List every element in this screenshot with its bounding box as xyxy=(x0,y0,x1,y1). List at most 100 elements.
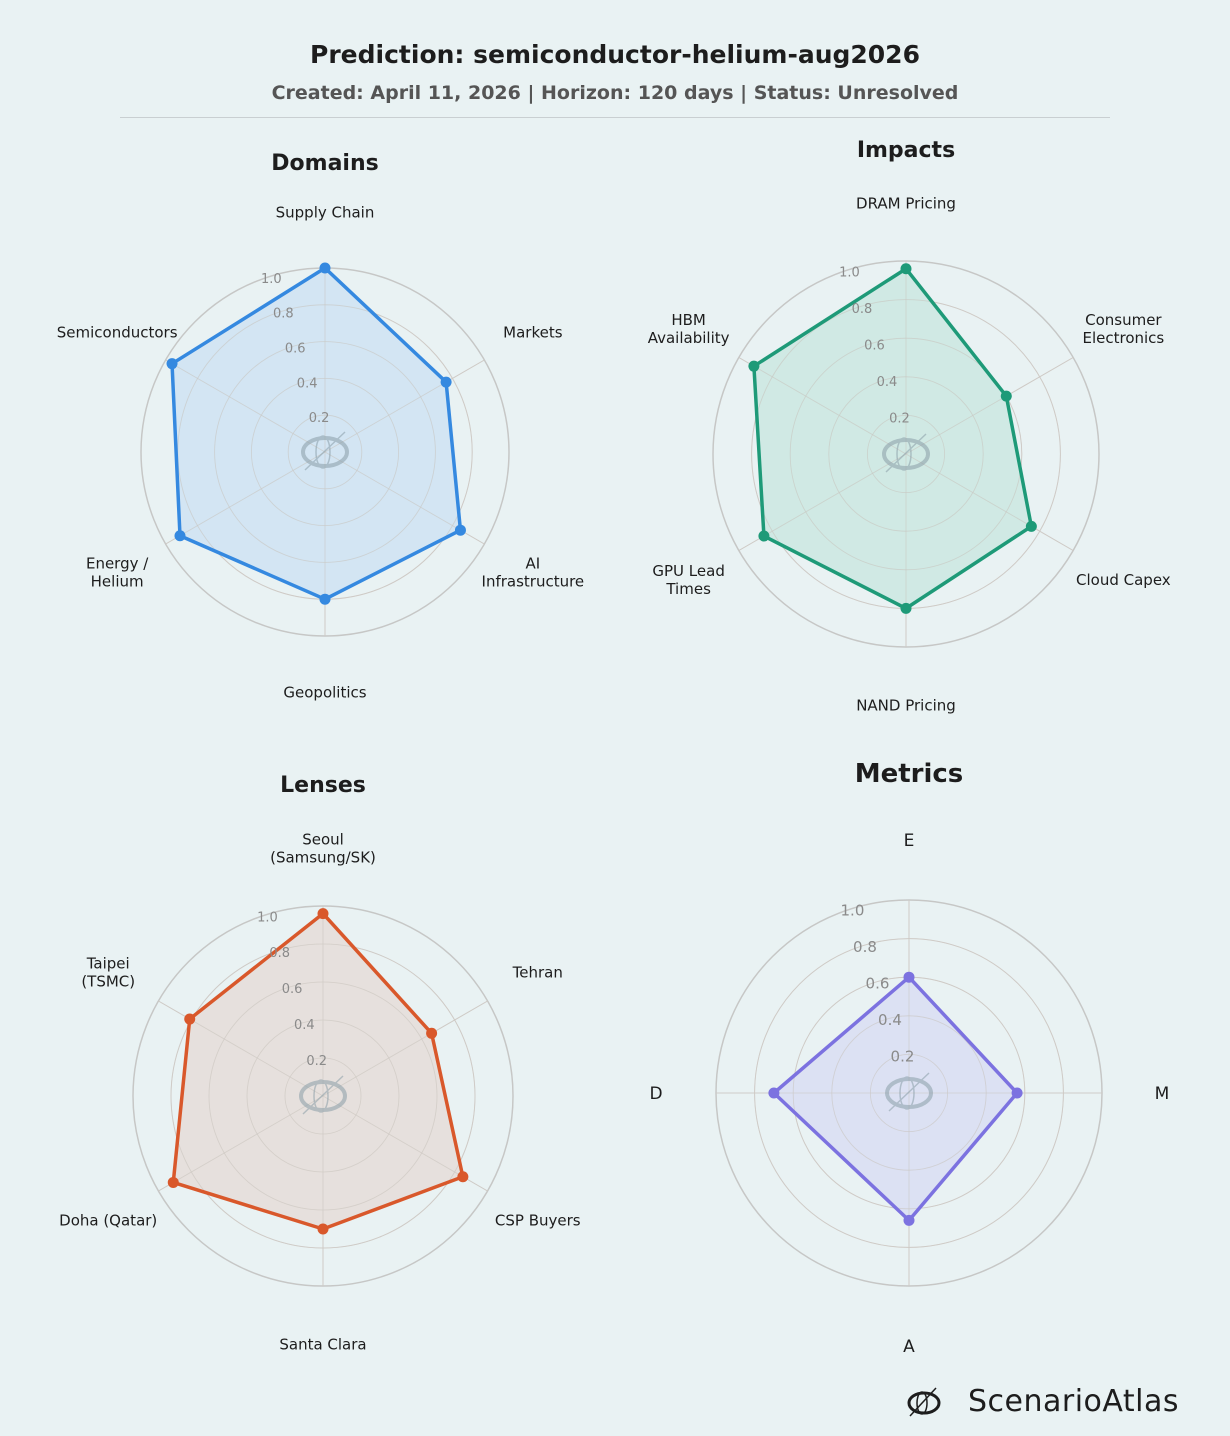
category-label: Supply Chain xyxy=(276,203,375,221)
watermark-slash xyxy=(885,433,927,473)
chart-title: Lenses xyxy=(280,773,366,798)
category-label-line: D xyxy=(649,1084,662,1104)
data-point xyxy=(174,530,186,542)
page-subtitle: Created: April 11, 2026 | Horizon: 120 d… xyxy=(271,82,959,104)
page-title: Prediction: semiconductor-helium-aug2026 xyxy=(310,40,920,69)
category-label-line: Markets xyxy=(503,323,563,341)
category-label-line: GPU Lead xyxy=(652,562,724,580)
chart-title: Impacts xyxy=(857,138,955,163)
category-label-line: Infrastructure xyxy=(482,572,585,590)
category-label: NAND Pricing xyxy=(856,696,956,714)
category-label: E xyxy=(904,831,915,851)
r-tick-label: 0.8 xyxy=(273,307,294,322)
category-label: Energy / Helium xyxy=(86,554,149,590)
category-label: Markets xyxy=(503,323,563,341)
r-tick-label: 0.8 xyxy=(852,302,873,317)
r-tick-label: 0.2 xyxy=(309,411,330,426)
category-label-line: Electronics xyxy=(1082,329,1164,347)
category-label-line: CSP Buyers xyxy=(495,1211,581,1229)
category-label-line: (Samsung/SK) xyxy=(270,848,376,866)
category-label: HBM Availability xyxy=(648,311,730,347)
r-tick-label: 0.4 xyxy=(877,375,898,390)
data-point xyxy=(900,263,912,275)
r-tick-label: 0.6 xyxy=(864,338,885,353)
category-label: DRAM Pricing xyxy=(856,194,956,212)
radar-domains: 0.2 0.4 0.6 0.8 1.0 Supply Chain Markets AI Infr… xyxy=(57,151,584,701)
r-tick-label: 1.0 xyxy=(261,272,282,287)
r-tick-label: 0.6 xyxy=(285,342,306,357)
series-area xyxy=(172,268,461,600)
category-label-line: Doha (Qatar) xyxy=(59,1211,157,1229)
category-label: Taipei (TSMC) xyxy=(81,954,135,990)
category-label-line: Cloud Capex xyxy=(1076,571,1171,589)
chart-title: Domains xyxy=(271,151,378,176)
category-label-line: M xyxy=(1155,1084,1170,1104)
radar-metrics: 0.2 0.4 0.6 0.8 1.0 E M A D Metrics xyxy=(649,759,1169,1357)
category-label-line: E xyxy=(904,831,915,851)
r-tick-label: 0.4 xyxy=(297,376,318,391)
category-label-line: NAND Pricing xyxy=(856,696,956,714)
data-point xyxy=(426,1027,438,1039)
watermark-slash xyxy=(888,1072,930,1112)
category-label-line: Tehran xyxy=(512,963,563,981)
watermark-ring xyxy=(882,438,930,470)
category-label: CSP Buyers xyxy=(495,1211,581,1229)
watermark-inner xyxy=(315,435,331,469)
category-label: Tehran xyxy=(512,963,563,981)
category-label-line: Seoul xyxy=(302,830,344,848)
watermark-ring xyxy=(301,436,349,468)
axis-spoke-overlay xyxy=(905,357,1074,455)
watermark-slash xyxy=(304,431,346,471)
data-point xyxy=(758,530,770,542)
data-point xyxy=(900,602,912,614)
axis-spoke-overlay xyxy=(324,359,485,453)
data-point xyxy=(1011,1087,1023,1099)
category-label-line: HBM xyxy=(671,311,706,329)
category-label: M xyxy=(1155,1084,1170,1104)
data-point xyxy=(440,376,452,388)
category-label: Geopolitics xyxy=(283,683,366,701)
brand-name: ScenarioAtlas xyxy=(968,1384,1180,1419)
series-area xyxy=(773,977,1018,1221)
watermark-inner xyxy=(896,437,912,471)
r-tick-label: 0.2 xyxy=(889,411,910,426)
r-tick-label: 0.4 xyxy=(878,1011,902,1029)
atlas-logo-icon xyxy=(907,1386,941,1417)
chart-title: Metrics xyxy=(855,759,964,789)
center-logo-watermark xyxy=(885,1072,933,1112)
data-point xyxy=(166,358,178,370)
category-label: D xyxy=(649,1084,662,1104)
category-label-line: Availability xyxy=(648,329,730,347)
r-tick-label: 0.6 xyxy=(866,974,890,992)
data-point xyxy=(1025,520,1037,532)
r-tick-label: 1.0 xyxy=(841,901,865,919)
center-logo-watermark xyxy=(301,431,349,471)
category-label: Semiconductors xyxy=(57,323,178,341)
category-label-line: Semiconductors xyxy=(57,323,178,341)
category-label: Doha (Qatar) xyxy=(59,1211,157,1229)
category-label-line: Energy / xyxy=(86,554,149,572)
category-label-line: Times xyxy=(665,580,711,598)
divider xyxy=(120,117,1110,118)
data-point xyxy=(319,262,331,274)
category-label-line: Taipei xyxy=(86,954,130,972)
data-point xyxy=(457,1171,469,1183)
category-label-line: Geopolitics xyxy=(283,683,366,701)
category-label: Seoul (Samsung/SK) xyxy=(270,830,376,866)
data-point xyxy=(317,1223,329,1235)
category-label: Santa Clara xyxy=(279,1335,366,1353)
category-label: Cloud Capex xyxy=(1076,571,1171,589)
axis-spoke-overlay xyxy=(738,357,907,455)
category-label-line: Consumer xyxy=(1085,311,1162,329)
category-label-line: Supply Chain xyxy=(276,203,375,221)
category-label-line: AI xyxy=(526,554,541,572)
category-label-line: Helium xyxy=(91,572,144,590)
category-label: Consumer Electronics xyxy=(1082,311,1164,347)
watermark-slash xyxy=(302,1075,344,1115)
radar-impacts: 0.2 0.4 0.6 0.8 1.0 DRAM Pricing Consumer Elect… xyxy=(648,138,1171,714)
r-tick-label: 0.8 xyxy=(853,938,877,956)
watermark-ring xyxy=(299,1080,347,1112)
r-tick-label: 0.8 xyxy=(269,946,290,961)
